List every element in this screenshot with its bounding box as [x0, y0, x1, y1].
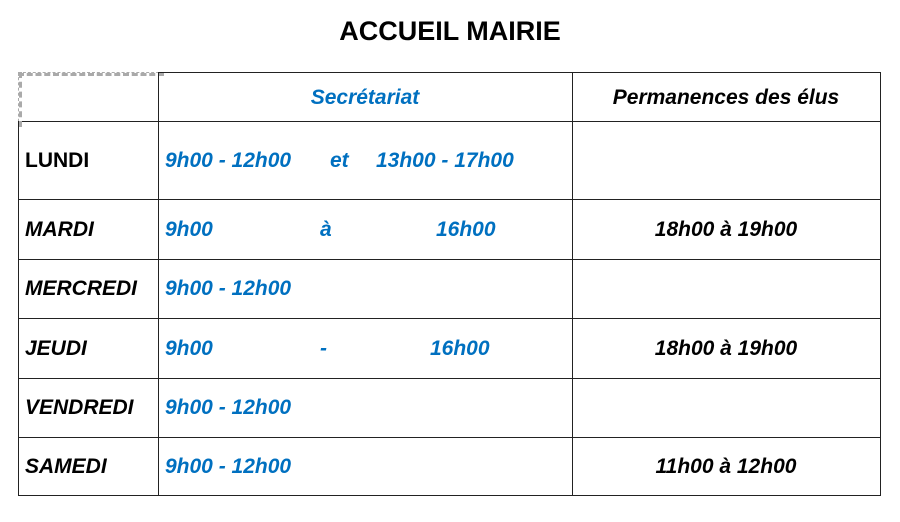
- secretariat-hours: à: [320, 218, 332, 241]
- secretariat-hours: 9h00 - 12h00: [165, 396, 292, 419]
- divider: [18, 259, 880, 260]
- permanence-hours: 18h00 à 19h00: [654, 337, 798, 360]
- day-label: VENDREDI: [25, 396, 134, 419]
- page-title: ACCUEIL MAIRIE: [339, 16, 561, 46]
- day-label: SAMEDI: [25, 455, 107, 478]
- secretariat-hours: 9h00 - 12h00: [165, 455, 292, 478]
- divider: [572, 72, 573, 495]
- secretariat-hours: 16h00: [430, 337, 490, 360]
- divider: [158, 72, 159, 495]
- day-label: LUNDI: [25, 149, 90, 172]
- divider: [18, 72, 22, 127]
- divider: [18, 121, 19, 495]
- day-label: MARDI: [25, 218, 94, 241]
- divider: [18, 495, 880, 496]
- divider: [18, 72, 164, 76]
- secretariat-hours: 9h00: [165, 218, 213, 241]
- secretariat-hours: 16h00: [436, 218, 496, 241]
- divider: [18, 378, 880, 379]
- secretariat-hours: 9h00: [165, 337, 213, 360]
- permanence-hours: 11h00 à 12h00: [655, 455, 797, 478]
- day-label: JEUDI: [25, 337, 87, 360]
- permanence-hours: 18h00 à 19h00: [654, 218, 798, 241]
- header-secretariat: Secrétariat: [310, 86, 420, 109]
- secretariat-hours: 9h00 - 12h00: [165, 277, 292, 300]
- divider: [18, 121, 880, 122]
- divider: [18, 199, 880, 200]
- secretariat-hours: et: [330, 149, 349, 172]
- divider: [158, 72, 880, 73]
- divider: [18, 318, 880, 319]
- divider: [880, 72, 881, 496]
- secretariat-hours: 9h00 - 12h00: [165, 149, 292, 172]
- secretariat-hours: 13h00 - 17h00: [376, 149, 514, 172]
- header-permanences: Permanences des élus: [612, 86, 840, 109]
- divider: [18, 437, 880, 438]
- secretariat-hours: -: [320, 337, 327, 360]
- day-label: MERCREDI: [25, 277, 138, 300]
